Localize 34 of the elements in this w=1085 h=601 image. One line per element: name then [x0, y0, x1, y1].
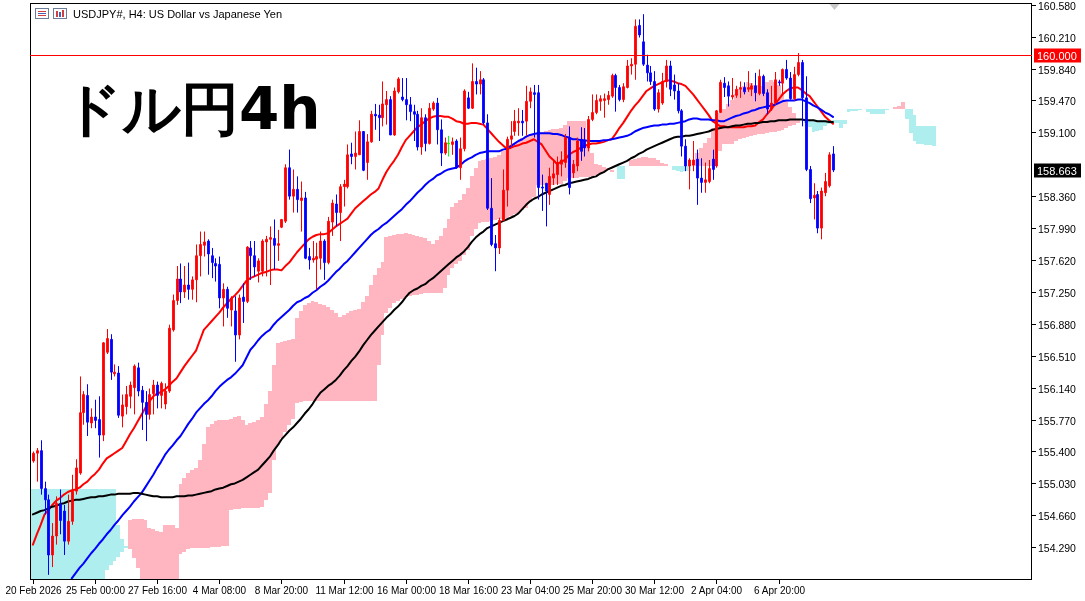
x-tick-label: 8 Mar 20:00 — [254, 585, 309, 596]
x-tick-label: 25 Feb 00:00 — [66, 585, 126, 596]
y-tick-label: 156.140 — [1038, 383, 1077, 395]
ref-line-label: 160.000 — [1037, 50, 1077, 62]
x-tick-label: 11 Mar 12:00 — [315, 585, 375, 596]
x-tick-label: 18 Mar 16:00 — [439, 585, 499, 596]
y-tick-label: 154.660 — [1038, 510, 1077, 522]
y-tick-label: 156.880 — [1038, 319, 1077, 331]
x-tick-label: 20 Feb 2026 — [5, 585, 63, 596]
y-tick-label: 160.580 — [1038, 0, 1077, 12]
y-tick-label: 157.990 — [1038, 223, 1077, 235]
x-tick-label: 27 Feb 16:00 — [128, 585, 188, 596]
y-tick-label: 157.250 — [1038, 287, 1077, 299]
y-tick-label: 154.290 — [1038, 542, 1077, 554]
x-tick-label: 4 Mar 08:00 — [192, 585, 247, 596]
y-tick-label: 157.620 — [1038, 255, 1077, 267]
y-tick-label: 159.470 — [1038, 95, 1077, 107]
y-tick-label: 156.510 — [1038, 351, 1077, 363]
x-tick-label: 16 Mar 00:00 — [377, 585, 437, 596]
chart-subtitle: USDJPY#, H4: US Dollar vs Japanese Yen — [73, 8, 283, 20]
y-tick-label: 160.210 — [1038, 32, 1077, 44]
x-tick-label: 30 Mar 12:00 — [625, 585, 685, 596]
y-tick-label: 155.030 — [1038, 478, 1077, 490]
x-tick-label: 23 Mar 04:00 — [501, 585, 561, 596]
text: 158.663 — [1037, 165, 1077, 177]
x-tick-label: 6 Apr 20:00 — [753, 585, 806, 596]
y-tick-label: 159.840 — [1038, 64, 1077, 76]
y-tick-label: 155.400 — [1038, 446, 1077, 458]
x-tick-label: 25 Mar 20:00 — [563, 585, 623, 596]
y-tick-label: 155.770 — [1038, 415, 1077, 427]
y-tick-label: 159.100 — [1038, 127, 1077, 139]
y-tick-label: 158.360 — [1038, 191, 1077, 203]
x-tick-label: 2 Apr 04:00 — [690, 585, 743, 596]
text: ドル円4h — [63, 75, 321, 143]
